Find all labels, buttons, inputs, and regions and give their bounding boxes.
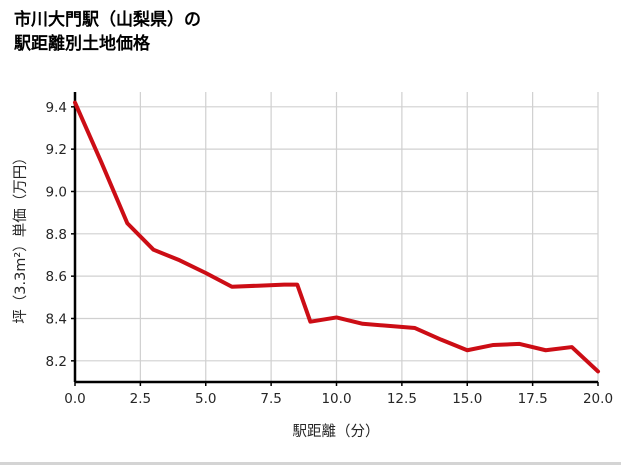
y-tick-label: 8.2 bbox=[46, 354, 67, 370]
x-tick-label: 0.0 bbox=[64, 391, 85, 407]
x-tick-label: 17.5 bbox=[518, 391, 548, 407]
y-tick-label: 8.6 bbox=[46, 269, 67, 285]
y-tick-label: 9.2 bbox=[46, 142, 67, 158]
x-tick-label: 12.5 bbox=[387, 391, 417, 407]
x-axis-title: 駅距離（分） bbox=[293, 422, 380, 440]
y-axis-ticks: 8.2 8.4 8.6 8.8 9.0 9.2 9.4 bbox=[46, 100, 75, 370]
x-tick-label: 2.5 bbox=[130, 391, 151, 407]
data-series-line bbox=[73, 100, 600, 374]
x-tick-label: 7.5 bbox=[260, 391, 281, 407]
axis-spines bbox=[73, 92, 598, 384]
y-tick-label: 8.4 bbox=[46, 311, 67, 327]
x-tick-label: 15.0 bbox=[452, 391, 482, 407]
x-axis-ticks: 0.0 2.5 5.0 7.5 10.0 12.5 15.0 17.5 20.0 bbox=[64, 382, 613, 407]
x-tick-label: 10.0 bbox=[321, 391, 351, 407]
y-axis-title: 坪（3.3m²）単価（万円） bbox=[12, 150, 29, 324]
y-tick-label: 9.0 bbox=[46, 184, 67, 200]
x-tick-label: 5.0 bbox=[195, 391, 216, 407]
x-tick-label: 20.0 bbox=[583, 391, 613, 407]
y-tick-label: 9.4 bbox=[46, 100, 67, 116]
chart-title: 市川大門駅（山梨県）の 駅距離別土地価格 bbox=[14, 10, 201, 55]
y-tick-label: 8.8 bbox=[46, 227, 67, 243]
